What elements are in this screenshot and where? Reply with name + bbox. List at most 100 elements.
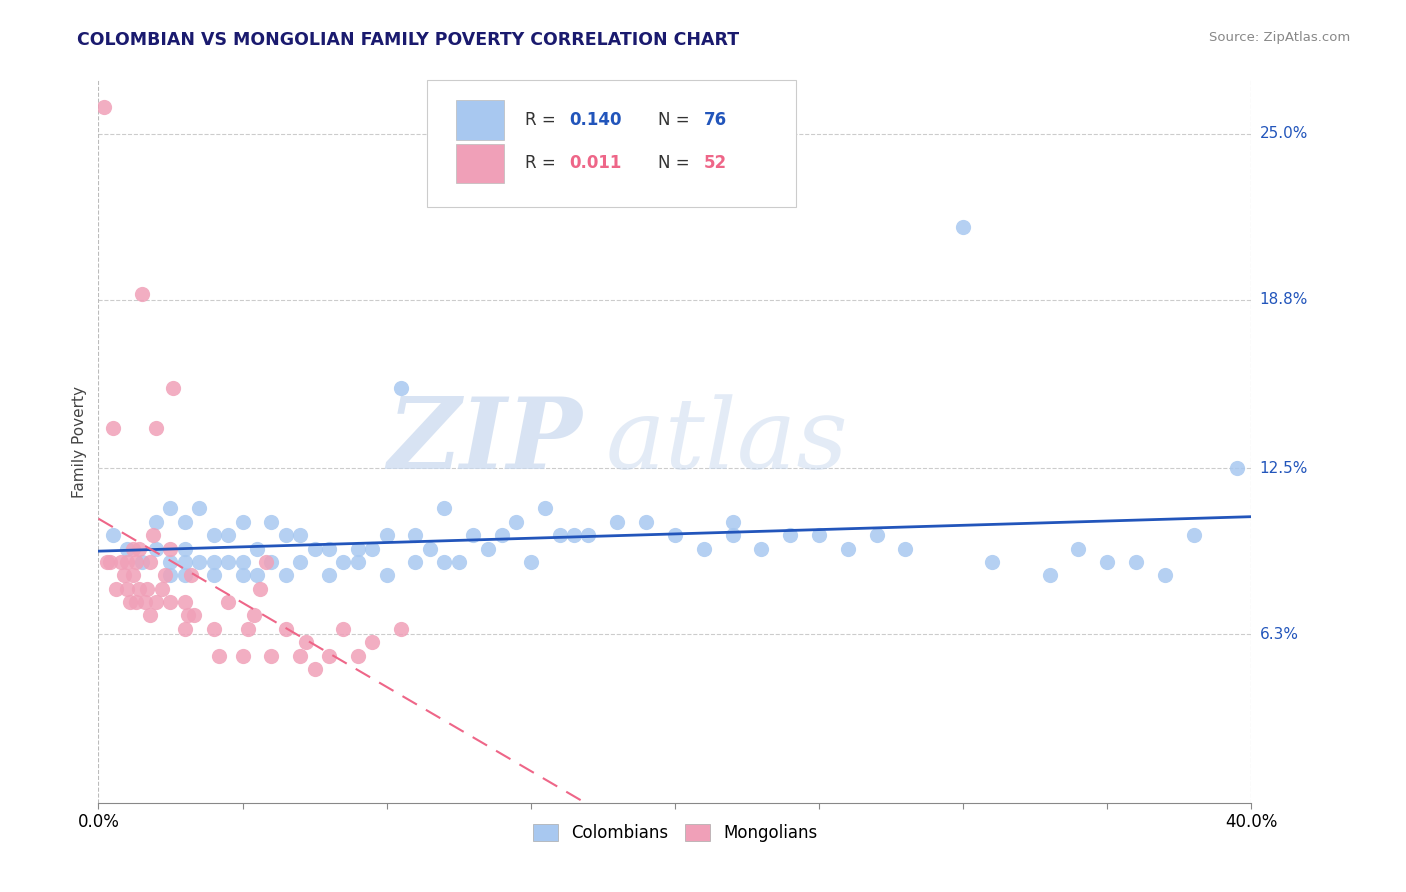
Point <box>145 515 167 529</box>
Point <box>721 515 744 529</box>
Point <box>231 568 254 582</box>
Point <box>125 555 148 569</box>
Point <box>304 541 326 556</box>
Point <box>217 595 239 609</box>
Point <box>96 555 118 569</box>
Point <box>174 622 197 636</box>
Text: 0.140: 0.140 <box>569 111 621 129</box>
Point <box>318 568 340 582</box>
Point <box>122 568 145 582</box>
Point <box>174 541 197 556</box>
Point <box>433 501 456 516</box>
Point <box>290 555 312 569</box>
Point <box>139 555 162 569</box>
Point <box>159 595 181 609</box>
Point <box>117 541 139 556</box>
Point <box>174 515 197 529</box>
Point <box>162 381 184 395</box>
Point <box>104 582 127 596</box>
Point <box>174 595 197 609</box>
Point <box>98 555 121 569</box>
Point <box>318 541 340 556</box>
Point <box>477 541 499 556</box>
Point <box>346 648 368 663</box>
Y-axis label: Family Poverty: Family Poverty <box>72 385 87 498</box>
Point <box>217 528 239 542</box>
Point <box>751 541 773 556</box>
Point <box>231 555 254 569</box>
Point <box>174 555 197 569</box>
Text: 76: 76 <box>704 111 727 129</box>
Text: N =: N = <box>658 154 695 172</box>
Point <box>361 635 384 649</box>
Point <box>260 515 283 529</box>
Point <box>290 648 312 663</box>
Point <box>295 635 318 649</box>
Point <box>405 528 427 542</box>
Point <box>433 555 456 569</box>
Point <box>447 555 470 569</box>
Point <box>117 582 139 596</box>
Point <box>159 555 181 569</box>
Point <box>183 608 205 623</box>
Point <box>505 515 527 529</box>
Point <box>159 568 181 582</box>
Point <box>180 568 202 582</box>
Point <box>174 568 197 582</box>
Point <box>188 501 211 516</box>
Point <box>122 541 145 556</box>
Point <box>202 528 225 542</box>
Point <box>217 555 239 569</box>
Point <box>274 528 297 542</box>
Point <box>93 100 115 114</box>
Point <box>952 220 974 235</box>
Point <box>131 287 153 301</box>
Point <box>202 568 225 582</box>
Point <box>231 515 254 529</box>
Point <box>1226 461 1249 475</box>
Point <box>636 515 658 529</box>
Point <box>461 528 484 542</box>
Point <box>246 541 269 556</box>
Point <box>1097 555 1119 569</box>
Point <box>254 555 277 569</box>
Point <box>131 555 153 569</box>
Point <box>231 648 254 663</box>
Text: 18.8%: 18.8% <box>1260 293 1308 307</box>
Point <box>274 568 297 582</box>
Text: 52: 52 <box>704 154 727 172</box>
Point <box>134 595 156 609</box>
Point <box>520 555 543 569</box>
Point <box>101 528 124 542</box>
Point <box>779 528 801 542</box>
Text: 12.5%: 12.5% <box>1260 461 1308 475</box>
Point <box>110 555 132 569</box>
Point <box>548 528 571 542</box>
FancyBboxPatch shape <box>456 100 505 140</box>
Text: atlas: atlas <box>606 394 848 489</box>
Point <box>332 622 354 636</box>
Point <box>304 662 326 676</box>
Point <box>332 555 354 569</box>
Point <box>145 421 167 435</box>
Point <box>139 608 162 623</box>
Point <box>405 555 427 569</box>
Legend: Colombians, Mongolians: Colombians, Mongolians <box>526 817 824 848</box>
Point <box>1182 528 1205 542</box>
Point <box>243 608 266 623</box>
Point <box>177 608 200 623</box>
Point <box>159 541 181 556</box>
Point <box>128 541 150 556</box>
Point <box>534 501 557 516</box>
Point <box>837 541 859 556</box>
Text: COLOMBIAN VS MONGOLIAN FAMILY POVERTY CORRELATION CHART: COLOMBIAN VS MONGOLIAN FAMILY POVERTY CO… <box>77 31 740 49</box>
Text: R =: R = <box>524 154 561 172</box>
Point <box>112 568 135 582</box>
Point <box>125 595 148 609</box>
Text: 0.011: 0.011 <box>569 154 621 172</box>
Point <box>346 555 368 569</box>
Point <box>1067 541 1090 556</box>
Text: N =: N = <box>658 111 695 129</box>
Point <box>361 541 384 556</box>
Point <box>145 541 167 556</box>
